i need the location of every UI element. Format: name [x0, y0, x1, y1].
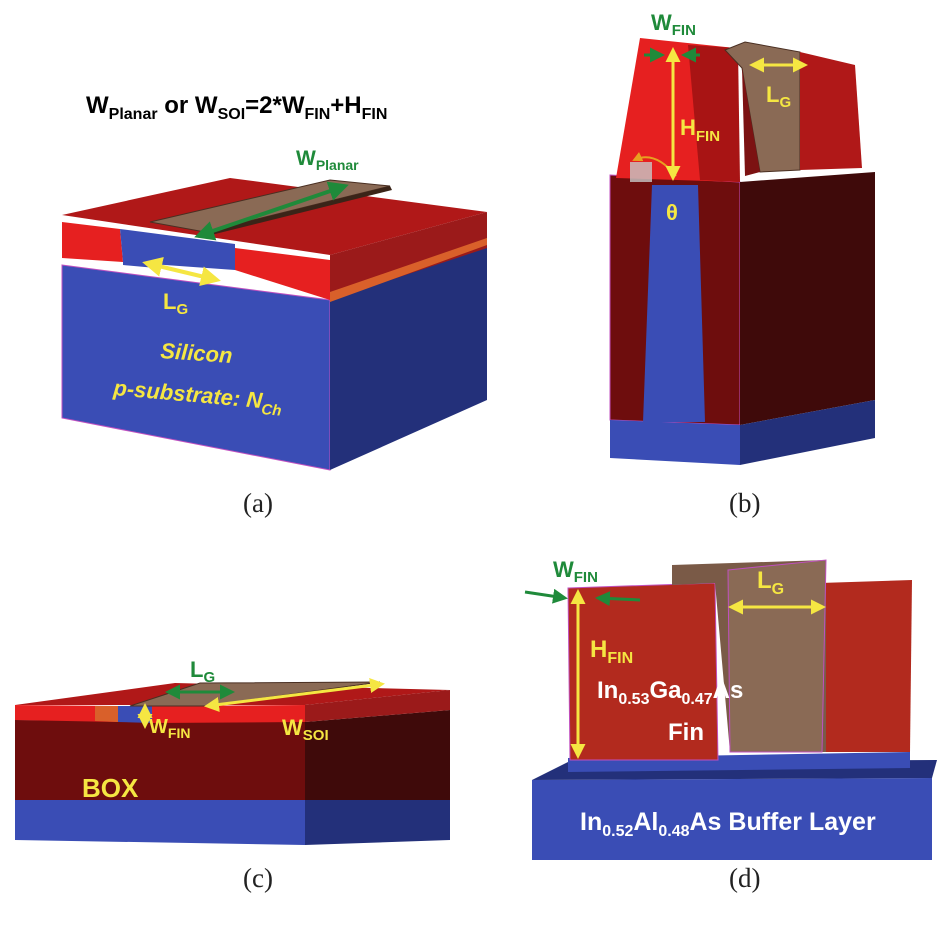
w-fin-label-c: WFIN — [149, 716, 190, 741]
substrate-front-c — [15, 800, 305, 845]
box-layer-front — [15, 720, 305, 800]
w-soi-arrow — [204, 678, 385, 712]
fin-blue — [643, 185, 705, 422]
h-fin-label-b: HFIN — [680, 115, 720, 145]
angle-box — [630, 162, 652, 182]
fin-right-body — [820, 580, 912, 752]
panel-b-trapezoid-fin: θ HFIN LG WFIN — [609, 10, 875, 465]
fin-c — [118, 706, 152, 723]
caption-b: (b) — [729, 488, 760, 518]
box-layer-right — [305, 710, 450, 800]
caption-c: (c) — [243, 863, 273, 893]
blue-bottom-front — [610, 420, 740, 465]
w-soi-label: WSOI — [282, 715, 329, 744]
source-c — [15, 705, 118, 722]
panel-a-planar-device: WPlanar LG Silicon p-substrate: NCh — [61, 147, 487, 471]
w-planar-label: WPlanar — [296, 147, 359, 173]
fin-word-label: Fin — [668, 719, 704, 746]
gate-red-back — [742, 68, 760, 176]
lg-label-b: LG — [766, 82, 791, 111]
box-right-face — [740, 172, 875, 425]
silicon-label: Silicon — [160, 338, 234, 368]
gate-red-mid — [688, 45, 740, 182]
fin-material-label: In0.53Ga0.47As — [597, 677, 743, 708]
w-fin-arrow-right-d — [595, 591, 641, 607]
box-label: BOX — [82, 773, 139, 803]
w-planar-arrow — [194, 181, 349, 241]
width-formula: WPlanar or WSOI=2*WFIN+HFIN — [86, 92, 387, 123]
substrate-right-c — [305, 800, 450, 845]
orange-strip-c — [95, 706, 118, 722]
lg-label-c: LG — [190, 657, 215, 686]
drain-right-face — [330, 212, 487, 300]
caption-a: (a) — [243, 488, 273, 518]
theta-label: θ — [666, 200, 678, 225]
gate-red-right — [800, 52, 862, 170]
substrate-right-face — [330, 238, 487, 470]
panel-c-soi-device: LG WSOI WFIN BOX — [15, 657, 450, 845]
drain-region — [235, 248, 330, 300]
lg-label-d: LG — [757, 567, 784, 598]
w-fin-label-b: WFIN — [651, 10, 696, 39]
orange-strip — [330, 238, 487, 302]
lg-arrow-a — [142, 257, 221, 286]
buffer-layer-label: In0.52Al0.48As Buffer Layer — [580, 808, 876, 840]
w-fin-label-d: WFIN — [553, 557, 598, 586]
lg-label-a: LG — [163, 289, 188, 318]
blue-bottom-right — [740, 400, 875, 465]
w-fin-arrow-left-d — [524, 588, 568, 604]
buffer-front — [532, 778, 932, 860]
fin-body — [567, 582, 719, 761]
substrate-front-face — [61, 264, 331, 471]
source-region — [62, 222, 123, 262]
caption-d: (d) — [729, 863, 760, 893]
panel-d-iii-v-finfet: HFIN WFIN LG In0.53Ga0.47As Fin In0.52Al… — [524, 557, 937, 860]
h-fin-label-d: HFIN — [590, 636, 633, 667]
